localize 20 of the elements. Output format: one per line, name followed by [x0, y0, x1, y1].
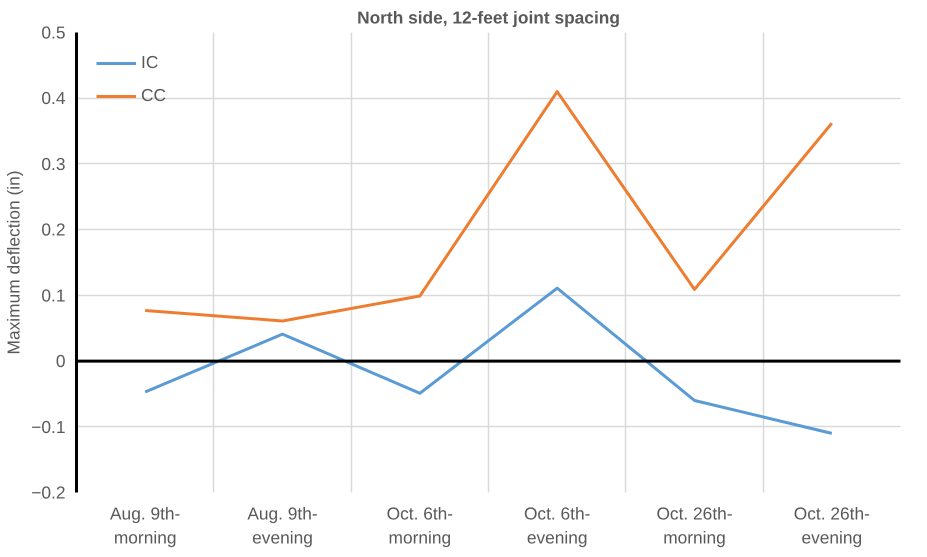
y-tick-label: −0.1 — [31, 416, 66, 437]
x-tick-label: Oct. 26th- morning — [656, 504, 733, 548]
line-series — [144, 90, 834, 322]
chart-title: North side, 12-feet joint spacing — [357, 8, 620, 28]
y-axis-title: Maximum deflection (in) — [3, 170, 24, 354]
y-tick-label: 0.2 — [41, 220, 66, 240]
x-tick-label: Aug. 9th- morning — [110, 504, 180, 548]
y-tick-label: 0 — [56, 351, 66, 372]
legend-label: IC — [141, 52, 160, 73]
x-tick-label: Oct. 26th- evening — [794, 504, 870, 548]
y-tick-label: −0.2 — [31, 482, 66, 502]
legend-label: CC — [141, 85, 166, 106]
y-tick-label: 0.5 — [41, 22, 66, 42]
y-tick-label: 0.4 — [41, 88, 66, 108]
y-tick-label: 0.3 — [41, 154, 66, 174]
y-tick-label: 0.1 — [41, 285, 66, 306]
x-tick-label: Oct. 6th- evening — [524, 504, 590, 548]
x-tick-label: Aug. 9th- evening — [247, 504, 318, 548]
x-tick-label: Oct. 6th- morning — [386, 504, 454, 548]
line-series — [144, 286, 834, 435]
